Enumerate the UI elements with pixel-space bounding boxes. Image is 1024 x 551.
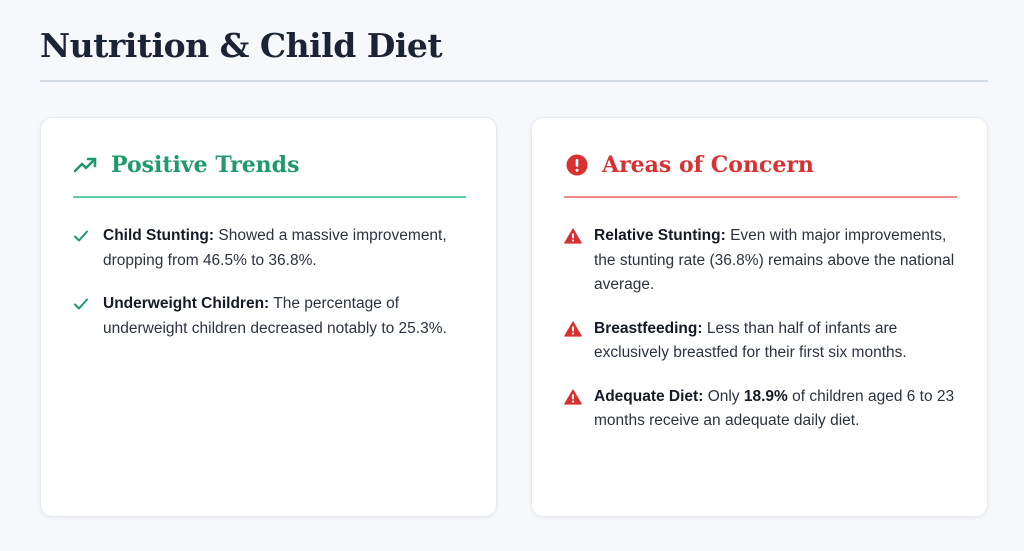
areas-of-concern-header: Areas of Concern: [564, 152, 957, 198]
list-item: Child Stunting: Showed a massive improve…: [73, 224, 466, 273]
list-item-label: Child Stunting:: [103, 227, 215, 244]
list-item: Adequate Diet: Only 18.9% of children ag…: [564, 385, 957, 434]
areas-of-concern-list: Relative Stunting: Even with major impro…: [564, 224, 957, 453]
page-title: Nutrition & Child Diet: [40, 26, 443, 65]
trending-up-icon: [73, 152, 99, 178]
positive-trends-title: Positive Trends: [111, 152, 300, 178]
positive-trends-list: Child Stunting: Showed a massive improve…: [73, 224, 466, 360]
warning-triangle-icon: [564, 385, 594, 409]
positive-trends-card: Positive Trends Child Stunting: Showed a…: [40, 117, 497, 517]
areas-of-concern-title: Areas of Concern: [602, 152, 814, 178]
positive-trends-header: Positive Trends: [73, 152, 466, 198]
list-item: Breastfeeding: Less than half of infants…: [564, 317, 957, 366]
areas-of-concern-divider: [564, 196, 957, 198]
areas-of-concern-card: Areas of Concern Relative Stunting: Even…: [531, 117, 988, 517]
warning-triangle-icon: [564, 317, 594, 341]
alert-circle-icon: [564, 152, 590, 178]
list-item-label: Relative Stunting:: [594, 227, 726, 244]
list-item: Relative Stunting: Even with major impro…: [564, 224, 957, 298]
highlight-value: 18.9%: [743, 387, 788, 405]
list-item-body: Less than half of infants are exclusivel…: [594, 319, 907, 362]
title-divider: [40, 80, 988, 82]
list-item-body-before: Only: [707, 387, 740, 405]
warning-triangle-icon: [564, 224, 594, 248]
check-icon: [73, 292, 103, 316]
list-item-label: Underweight Children:: [103, 295, 270, 312]
positive-trends-divider: [73, 196, 466, 198]
list-item-text: Adequate Diet: Only 18.9% of children ag…: [594, 385, 957, 434]
list-item-body: Showed a massive improvement, dropping f…: [103, 227, 447, 269]
check-icon: [73, 224, 103, 248]
list-item-label: Adequate Diet:: [594, 387, 704, 405]
list-item-text: Relative Stunting: Even with major impro…: [594, 224, 957, 298]
list-item-body: Even with major improvements, the stunti…: [594, 227, 955, 293]
list-item: Underweight Children: The percentage of …: [73, 292, 466, 341]
list-item-label: Breastfeeding:: [594, 319, 703, 337]
list-item-body: The percentage of underweight children d…: [103, 295, 447, 337]
list-item-text: Breastfeeding: Less than half of infants…: [594, 317, 957, 366]
list-item-body-after: of children aged 6 to 23 months receive …: [594, 387, 955, 430]
list-item-text: Child Stunting: Showed a massive improve…: [103, 224, 466, 273]
list-item-text: Underweight Children: The percentage of …: [103, 292, 466, 341]
